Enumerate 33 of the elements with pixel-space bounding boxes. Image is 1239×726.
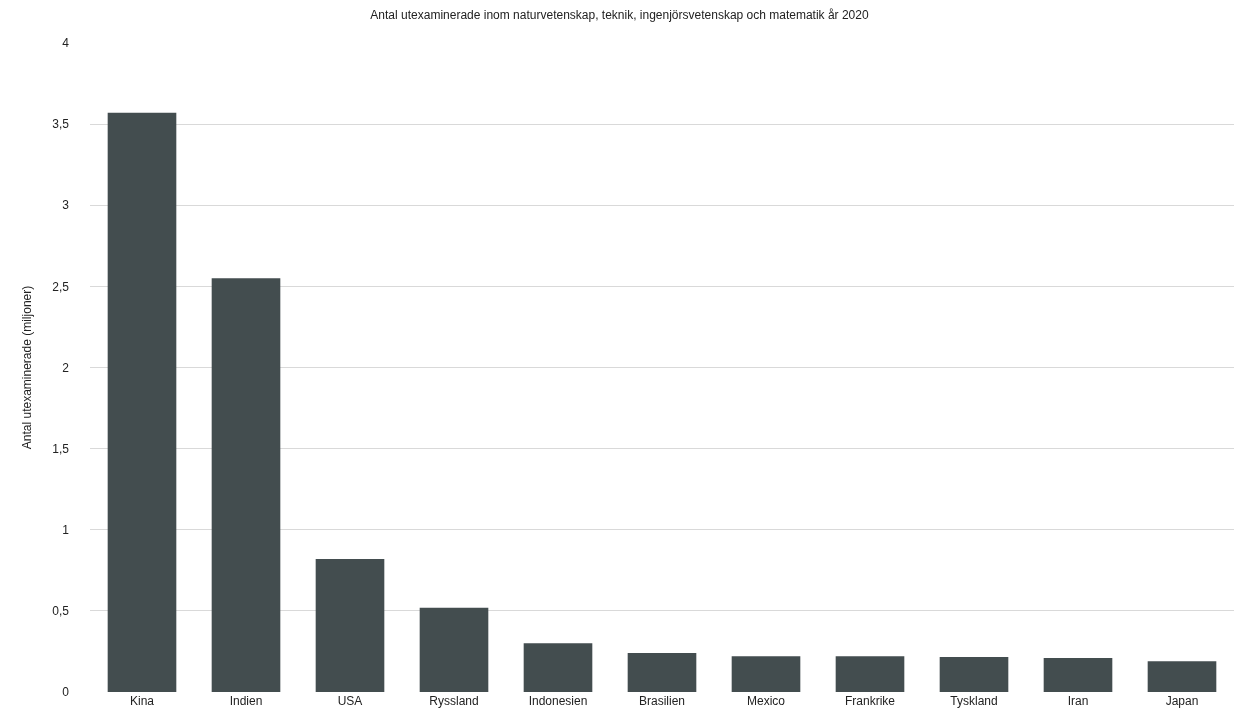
bar (523, 643, 593, 692)
x-tick-label: Indien (229, 694, 263, 708)
x-tick-label: Frankrike (844, 694, 896, 708)
y-axis-title: Antal utexaminerade (miljoner) (19, 285, 34, 450)
bar (1147, 661, 1217, 692)
x-tick-label: Iran (1067, 694, 1089, 708)
x-tick-label: Mexico (746, 694, 786, 708)
bar (315, 558, 385, 692)
x-tick-label: Japan (1165, 694, 1199, 708)
x-tick-label: Tyskland (950, 694, 998, 708)
y-tick-label: 2,5 (52, 279, 70, 294)
y-tick-label: 2 (62, 360, 70, 375)
y-tick-label: 3,5 (52, 117, 70, 132)
y-tick-label: 4 (62, 36, 70, 51)
x-tick-label: Kina (129, 694, 155, 708)
bar (731, 656, 801, 692)
bar (419, 607, 489, 692)
y-tick-label: 1,5 (52, 441, 70, 456)
x-tick-label: Brasilien (638, 694, 686, 708)
chart-title: Antal utexaminerade inom naturvetenskap, teknik, ingenjörsvetenskap och matematik år 2020 (370, 8, 869, 23)
y-tick-label: 0,5 (52, 604, 70, 619)
bar (1043, 657, 1113, 692)
bar (627, 653, 697, 692)
bar (835, 656, 905, 692)
x-tick-label: Indonesien (528, 694, 588, 708)
bar (939, 657, 1009, 692)
y-tick-label: 0 (62, 685, 70, 700)
bar (107, 112, 177, 692)
y-tick-label: 1 (62, 522, 70, 537)
y-tick-label: 3 (62, 198, 70, 213)
x-tick-label: USA (337, 694, 363, 708)
bar (211, 278, 281, 692)
x-tick-label: Ryssland (429, 694, 479, 708)
